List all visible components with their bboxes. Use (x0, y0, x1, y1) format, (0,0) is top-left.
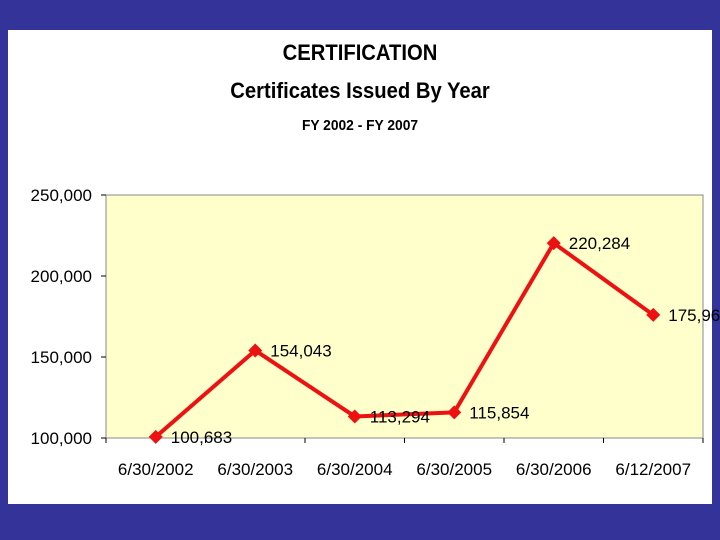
y-tick-label: 250,000 (31, 186, 92, 205)
data-label: 220,284 (569, 234, 630, 253)
x-tick-label: 6/30/2004 (317, 460, 393, 479)
data-point-marker (646, 307, 661, 322)
data-label: 113,294 (370, 407, 430, 426)
chart-title: CERTIFICATION (282, 40, 438, 65)
data-point-marker (148, 429, 163, 444)
plot-area (105, 194, 704, 439)
chart-period: FY 2002 - FY 2007 (301, 117, 419, 134)
chart-subtitle: Certificates Issued By Year (230, 78, 490, 103)
data-label: 175,966 (668, 306, 720, 325)
data-label: 100,683 (171, 428, 232, 447)
data-point-marker (447, 405, 462, 420)
x-tick-label: 6/12/2007 (615, 460, 691, 479)
y-tick-label: 200,000 (31, 267, 92, 286)
series-line (154, 241, 655, 439)
data-label: 154,043 (270, 341, 331, 360)
x-tick-label: 6/30/2002 (118, 460, 194, 479)
x-tick-label: 6/30/2005 (416, 460, 492, 479)
x-tick-label: 6/30/2006 (516, 460, 592, 479)
data-label: 115,854 (469, 403, 529, 422)
data-point-marker (248, 343, 263, 358)
y-tick-label: 100,000 (31, 429, 92, 448)
data-point-marker (546, 236, 561, 251)
x-tick-label: 6/30/2003 (217, 460, 293, 479)
y-tick-label: 150,000 (31, 348, 92, 367)
data-point-marker (347, 409, 362, 424)
